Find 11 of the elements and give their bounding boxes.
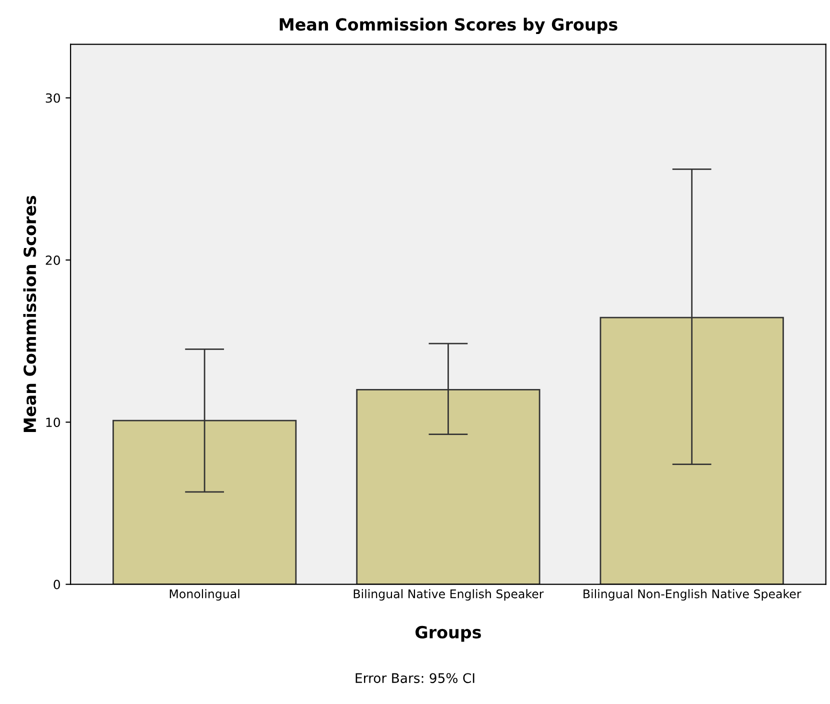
y-tick-label: 0 (54, 580, 60, 590)
text: Error Bars: 95% CI (356, 673, 474, 684)
y-axis-title: Mean Commission Scores (23, 196, 36, 432)
x-tick-label: Bilingual Non-English Native Speaker (584, 589, 802, 601)
x-tick-label: Bilingual Native English Speaker (354, 589, 544, 601)
chart-title: Mean Commission Scores by Groups (280, 18, 618, 34)
x-axis-title: Groups (416, 626, 481, 642)
y-tick-label: 20 (46, 255, 60, 265)
y-tick-label: 30 (46, 93, 60, 103)
x-tick-label: Monolingual (170, 589, 240, 601)
y-tick-label: 10 (46, 418, 60, 428)
